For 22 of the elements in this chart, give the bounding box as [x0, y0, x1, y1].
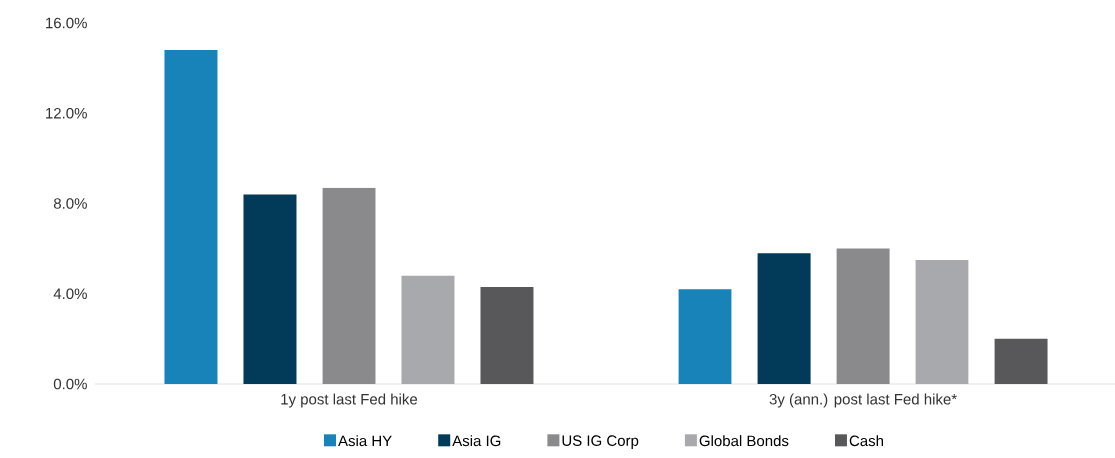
y-tick-label: 0.0% [53, 378, 87, 390]
legend-label: Asia HY [338, 435, 392, 447]
legend-label: Global Bonds [699, 435, 789, 447]
bar [836, 248, 890, 384]
x-tick-label: 3y (ann.) post last Fed hike* [769, 393, 957, 408]
legend-label: US IG Corp [562, 435, 639, 449]
legend-label: Cash [849, 435, 884, 447]
bar [915, 259, 969, 384]
bar [164, 50, 218, 384]
bar [678, 289, 732, 384]
bar [994, 338, 1048, 384]
bar [243, 194, 297, 384]
bar [401, 275, 455, 384]
bar [322, 187, 376, 384]
y-tick-label: 16.0% [46, 17, 87, 29]
legend-label: Asia IG [452, 435, 501, 447]
y-tick-label: 12.0% [46, 107, 87, 119]
bar [480, 286, 534, 384]
x-tick-label: 1y post last Fed hike [281, 393, 418, 408]
y-tick-label: 4.0% [53, 288, 87, 300]
bar [757, 253, 811, 384]
y-tick-label: 8.0% [53, 198, 87, 209]
